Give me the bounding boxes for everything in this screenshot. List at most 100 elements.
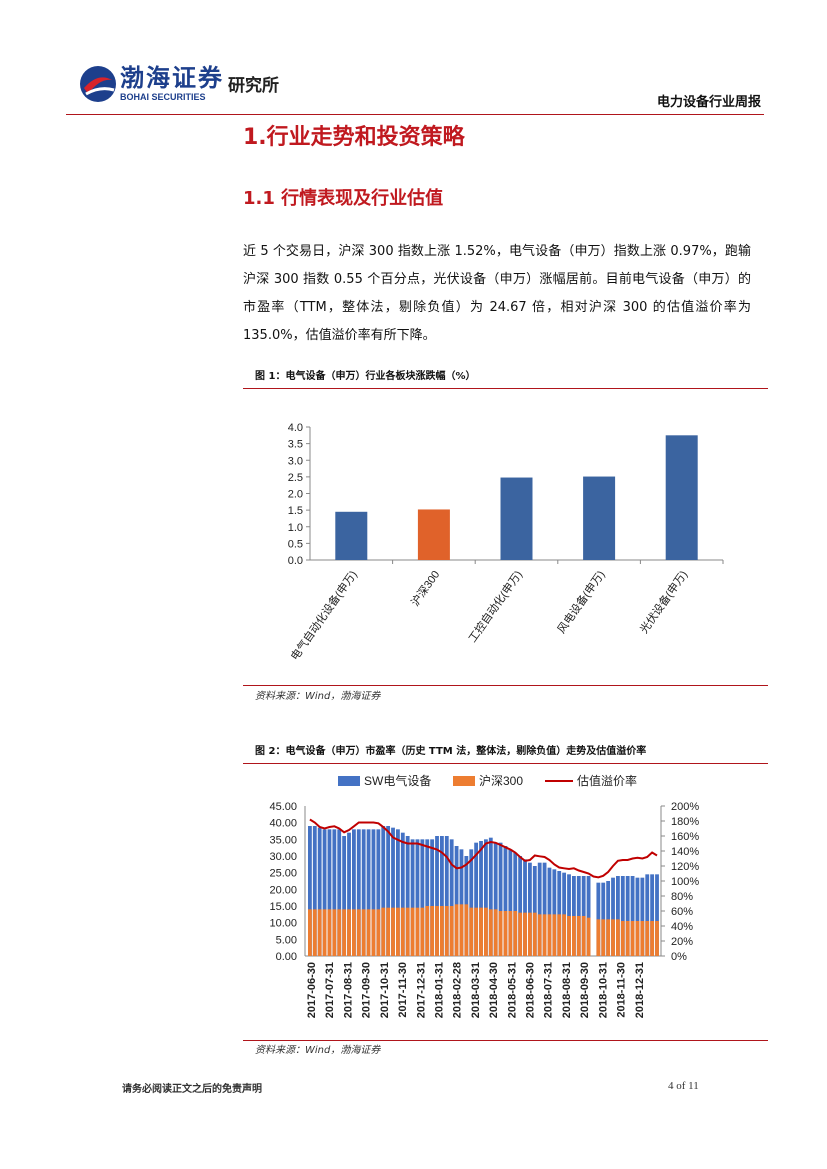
chart2-hs300-bar bbox=[327, 909, 332, 956]
brand-name-cn: 渤海证券 bbox=[120, 64, 224, 92]
chart2-x-tick-label: 2018-09-30 bbox=[579, 962, 591, 1018]
chart2-x-tick-label: 2018-11-30 bbox=[616, 962, 628, 1018]
chart2-pe-bar bbox=[640, 877, 645, 956]
chart2-hs300-bar bbox=[400, 907, 405, 956]
chart2-pe-bar bbox=[352, 829, 356, 956]
chart2-hs300-bar bbox=[542, 914, 547, 956]
chart2-pe-bar bbox=[342, 836, 347, 956]
chart2-x-tick-label: 2017-11-30 bbox=[397, 962, 409, 1018]
chart2-pe-bar bbox=[415, 839, 420, 956]
chart2-hs300-bar bbox=[435, 906, 439, 956]
chart2-hs300-bar bbox=[474, 907, 479, 956]
chart2-pe-bar bbox=[317, 827, 322, 956]
chart2-legend-label: 估值溢价率 bbox=[577, 773, 637, 788]
chart2-hs300-bar bbox=[606, 919, 611, 956]
chart2-hs300-bar bbox=[322, 909, 327, 956]
chart2-hs300-bar bbox=[655, 921, 659, 956]
chart2-hs300-bar bbox=[557, 914, 562, 956]
chart2-x-tick-label: 2017-10-31 bbox=[379, 962, 391, 1018]
chart2-pe-bar bbox=[356, 829, 361, 956]
chart2-hs300-bar bbox=[572, 916, 576, 956]
chart2-pe-bar bbox=[454, 846, 459, 956]
chart2-pe-bar bbox=[386, 826, 391, 956]
chart2-hs300-bar bbox=[356, 909, 361, 956]
chart2-hs300-bar bbox=[596, 919, 601, 956]
chart1-y-tick-label: 0.5 bbox=[288, 538, 303, 550]
chart2-x-tick-label: 2018-02-28 bbox=[452, 962, 464, 1018]
chart2-pe-bar bbox=[547, 867, 552, 956]
chart2-right-tick-label: 200% bbox=[671, 801, 699, 813]
chart1-y-tick-label: 2.0 bbox=[288, 489, 303, 501]
chart2-right-tick-label: 80% bbox=[671, 891, 693, 903]
chart1-x-tick-label: 光伏设备(申万) bbox=[637, 568, 691, 636]
chart2-premium-line bbox=[309, 818, 658, 879]
chart1-bar bbox=[335, 511, 368, 560]
chart2-legend-label: 沪深300 bbox=[479, 774, 523, 788]
chart1-y-tick-label: 3.0 bbox=[288, 455, 303, 467]
chart2-hs300-bar bbox=[337, 909, 342, 956]
figure1-source: 资料来源：Wind，渤海证券 bbox=[255, 691, 381, 702]
chart2-pe-bar bbox=[337, 829, 342, 956]
chart2-hs300-bar bbox=[410, 907, 415, 956]
chart1-x-tick-label: 风电设备(申万) bbox=[554, 568, 608, 636]
chart2-pe-bar bbox=[396, 829, 400, 956]
chart2-pe-bar bbox=[532, 866, 537, 956]
figure2-title: 图 2：电气设备（申万）市盈率（历史 TTM 法，整体法，剔除负值）走势及估值溢… bbox=[255, 746, 647, 757]
chart1-y-tick-label: 1.0 bbox=[288, 522, 303, 534]
chart2-pe-bar bbox=[410, 839, 415, 956]
chart2-hs300-bar bbox=[586, 917, 591, 956]
chart2-pe-bar bbox=[308, 826, 312, 956]
chart2-hs300-bar bbox=[537, 914, 542, 956]
figure1-bar-chart: 0.0 0.5 1.0 1.5 2.0 2.5 3.0 3.5 4.0 电气自动化设备(申万) 沪深… bbox=[287, 422, 724, 663]
chart2-x-tick-label: 2018-07-31 bbox=[543, 962, 555, 1018]
chart2-hs300-bar bbox=[635, 921, 640, 956]
chart1-x-tick-label: 沪深300 bbox=[408, 568, 443, 609]
chart2-hs300-bar bbox=[396, 907, 400, 956]
chart2-pe-bar bbox=[518, 856, 523, 956]
chart2-x-tick-label: 2018-05-31 bbox=[506, 962, 518, 1018]
chart2-pe-bar bbox=[625, 876, 630, 956]
chart2-x-tick-label: 2018-04-30 bbox=[488, 962, 500, 1018]
chart2-pe-bar bbox=[508, 849, 513, 956]
chart2-x-tick-label: 2017-12-31 bbox=[415, 962, 427, 1018]
chart2-hs300-bar bbox=[493, 909, 498, 956]
chart1-bar bbox=[417, 509, 450, 560]
chart2-right-tick-label: 60% bbox=[671, 906, 693, 918]
chart2-pe-bar bbox=[376, 829, 381, 956]
header-divider bbox=[66, 114, 764, 115]
chart2-pe-bar bbox=[488, 837, 493, 956]
section-heading: 1.行业走势和投资策略 bbox=[243, 125, 465, 150]
chart2-pe-bar bbox=[381, 826, 386, 956]
chart1-bar bbox=[665, 435, 698, 560]
footer-disclaimer: 请务必阅读正文之后的免责声明 bbox=[122, 1084, 262, 1095]
chart2-pe-bar bbox=[405, 836, 410, 956]
chart2-left-tick-label: 40.00 bbox=[269, 818, 297, 830]
figure1-top-rule bbox=[243, 388, 768, 389]
chart2-left-tick-label: 30.00 bbox=[269, 851, 297, 863]
chart2-left-tick-label: 45.00 bbox=[269, 801, 297, 813]
chart2-legend-swatch bbox=[453, 776, 475, 786]
chart2-hs300-bar bbox=[469, 907, 474, 956]
chart2-pe-bar bbox=[430, 839, 435, 956]
chart2-x-tick-label: 2018-03-31 bbox=[470, 962, 482, 1018]
chart2-right-tick-label: 20% bbox=[671, 936, 693, 948]
chart1-y-tick-label: 4.0 bbox=[288, 422, 303, 434]
figure2-source: 资料来源：Wind，渤海证券 bbox=[255, 1045, 381, 1056]
chart2-hs300-bar bbox=[381, 907, 386, 956]
chart2-pe-bar bbox=[440, 836, 444, 956]
chart2-x-tick-label: 2018-10-31 bbox=[597, 962, 609, 1018]
chart2-left-tick-label: 5.00 bbox=[276, 934, 297, 946]
chart2-hs300-bar bbox=[449, 906, 454, 956]
chart2-hs300-bar bbox=[513, 911, 518, 956]
institute-label: 研究所 bbox=[228, 76, 279, 96]
chart2-hs300-bar bbox=[464, 904, 469, 956]
chart2-hs300-bar bbox=[405, 907, 410, 956]
chart2-hs300-bar bbox=[650, 921, 655, 956]
chart2-hs300-bar bbox=[498, 911, 503, 956]
chart2-hs300-bar bbox=[528, 912, 532, 956]
chart2-hs300-bar bbox=[508, 911, 513, 956]
chart1-y-tick-label: 2.5 bbox=[288, 472, 303, 484]
figure2-combo-chart: SW电气设备 沪深300 估值溢价率 0.00 5.00 10.00 15.00 20.00 2… bbox=[269, 773, 699, 1018]
chart2-right-tick-label: 0% bbox=[671, 951, 687, 963]
chart2-x-tick-label: 2018-01-31 bbox=[433, 962, 445, 1018]
